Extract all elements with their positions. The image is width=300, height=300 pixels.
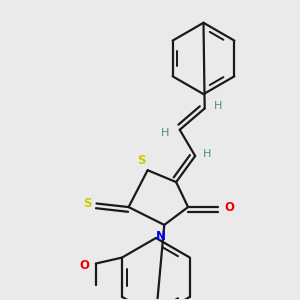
Text: H: H bbox=[161, 128, 169, 138]
Text: S: S bbox=[83, 197, 91, 210]
Text: O: O bbox=[225, 201, 235, 214]
Text: H: H bbox=[214, 101, 222, 111]
Text: H: H bbox=[203, 148, 211, 159]
Text: S: S bbox=[137, 154, 146, 167]
Text: O: O bbox=[79, 260, 89, 272]
Text: N: N bbox=[156, 230, 166, 243]
